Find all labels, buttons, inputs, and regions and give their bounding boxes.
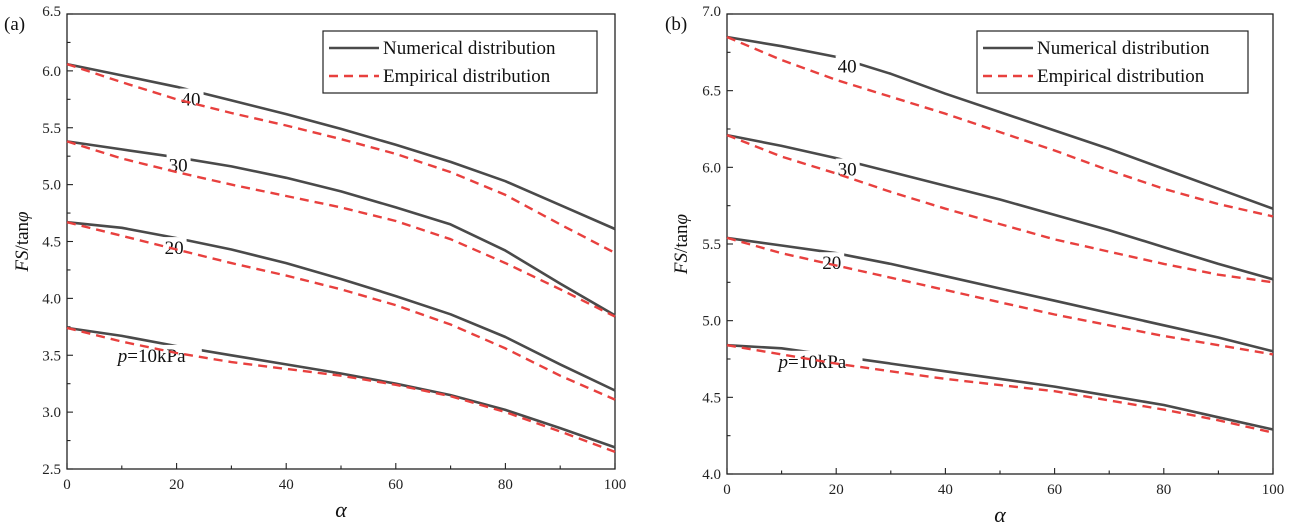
y-tick-label: 5.0: [702, 314, 721, 330]
numerical-line-40: [66, 62, 616, 231]
numerical-line-p10kpa: [66, 326, 616, 449]
y-tick-label: 6.0: [42, 64, 61, 80]
legend-label-numerical: Numerical distribution: [383, 38, 556, 59]
curve-label-background: [166, 154, 191, 175]
x-axis-label: α: [335, 497, 347, 522]
legend: Numerical distribution Empirical distribu…: [322, 30, 598, 94]
x-tick-label: 100: [604, 477, 627, 493]
curve-label-background: [820, 252, 845, 273]
y-tick-label: 4.5: [42, 235, 61, 251]
numerical-line-30: [726, 133, 1274, 281]
chart-panel-a: 0 20 40 60 80 100 2.5 3.0 3.5 4.0 4.5 5.0 5.5 6.0 6.5 α…: [4, 4, 626, 522]
x-tick-label: 20: [169, 477, 184, 493]
empirical-line-20: [66, 221, 616, 401]
y-tick-label: 6.5: [42, 4, 61, 20]
numerical-line-30: [66, 140, 616, 317]
x-tick-label: 60: [1047, 482, 1062, 498]
x-tick-label: 60: [388, 477, 403, 493]
numerical-line-20: [726, 236, 1274, 353]
curve-label-background: [115, 344, 202, 365]
x-tick-label: 40: [279, 477, 294, 493]
curve-label-p10kpa: p=10kPa: [116, 346, 186, 367]
legend-box: [976, 30, 1249, 94]
y-axis-label: FS/tanφ: [12, 211, 33, 272]
empirical-line-p10kpa: [66, 326, 616, 454]
empirical-line-30: [66, 140, 616, 318]
legend-label-empirical: Empirical distribution: [1037, 66, 1205, 87]
empirical-line-20: [726, 236, 1274, 356]
y-tick-label: 3.0: [42, 405, 61, 421]
y-tick-label: 4.0: [42, 291, 61, 307]
empirical-line-30: [726, 133, 1274, 284]
y-tick-label: 7.0: [702, 4, 721, 20]
empirical-line-p10kpa: [726, 344, 1274, 434]
panel-label: (b): [665, 14, 687, 35]
legend: Numerical distribution Empirical distribu…: [976, 30, 1249, 94]
y-tick-label: 5.0: [42, 178, 61, 194]
x-axis-label: α: [994, 502, 1006, 527]
legend-label-empirical: Empirical distribution: [383, 66, 551, 87]
empirical-line-40: [66, 62, 616, 254]
x-tick-label: 80: [498, 477, 513, 493]
y-tick-label: 6.0: [702, 160, 721, 176]
curve-label-background: [835, 55, 860, 76]
y-tick-label: 5.5: [42, 121, 61, 137]
numerical-line-20: [66, 220, 616, 392]
x-tick-label: 0: [63, 477, 71, 493]
y-tick-label: 2.5: [42, 462, 61, 478]
x-tick-label: 20: [829, 482, 844, 498]
curve-label-background: [835, 158, 860, 179]
curve-label-40: 40: [838, 57, 857, 78]
curve-label-background: [162, 237, 187, 258]
empirical-line-40: [726, 35, 1274, 218]
numerical-line-40: [726, 35, 1274, 210]
y-axis-label: FS/tanφ: [671, 214, 692, 275]
y-tick-label: 4.0: [702, 467, 721, 483]
legend-box: [322, 30, 598, 94]
chart-panel-b: 0 20 40 60 80 100 4.0 4.5 5.0 5.5 6.0 6.5 7.0 α FS/tan…: [665, 4, 1284, 527]
y-tick-label: 3.5: [42, 348, 61, 364]
legend-label-numerical: Numerical distribution: [1037, 38, 1210, 59]
x-tick-label: 0: [723, 482, 731, 498]
y-tick-label: 5.5: [702, 237, 721, 253]
y-tick-label: 4.5: [702, 390, 721, 406]
x-tick-label: 100: [1262, 482, 1285, 498]
panel-label: (a): [4, 14, 25, 35]
x-tick-label: 80: [1156, 482, 1171, 498]
y-tick-label: 6.5: [702, 84, 721, 100]
x-tick-label: 40: [938, 482, 953, 498]
